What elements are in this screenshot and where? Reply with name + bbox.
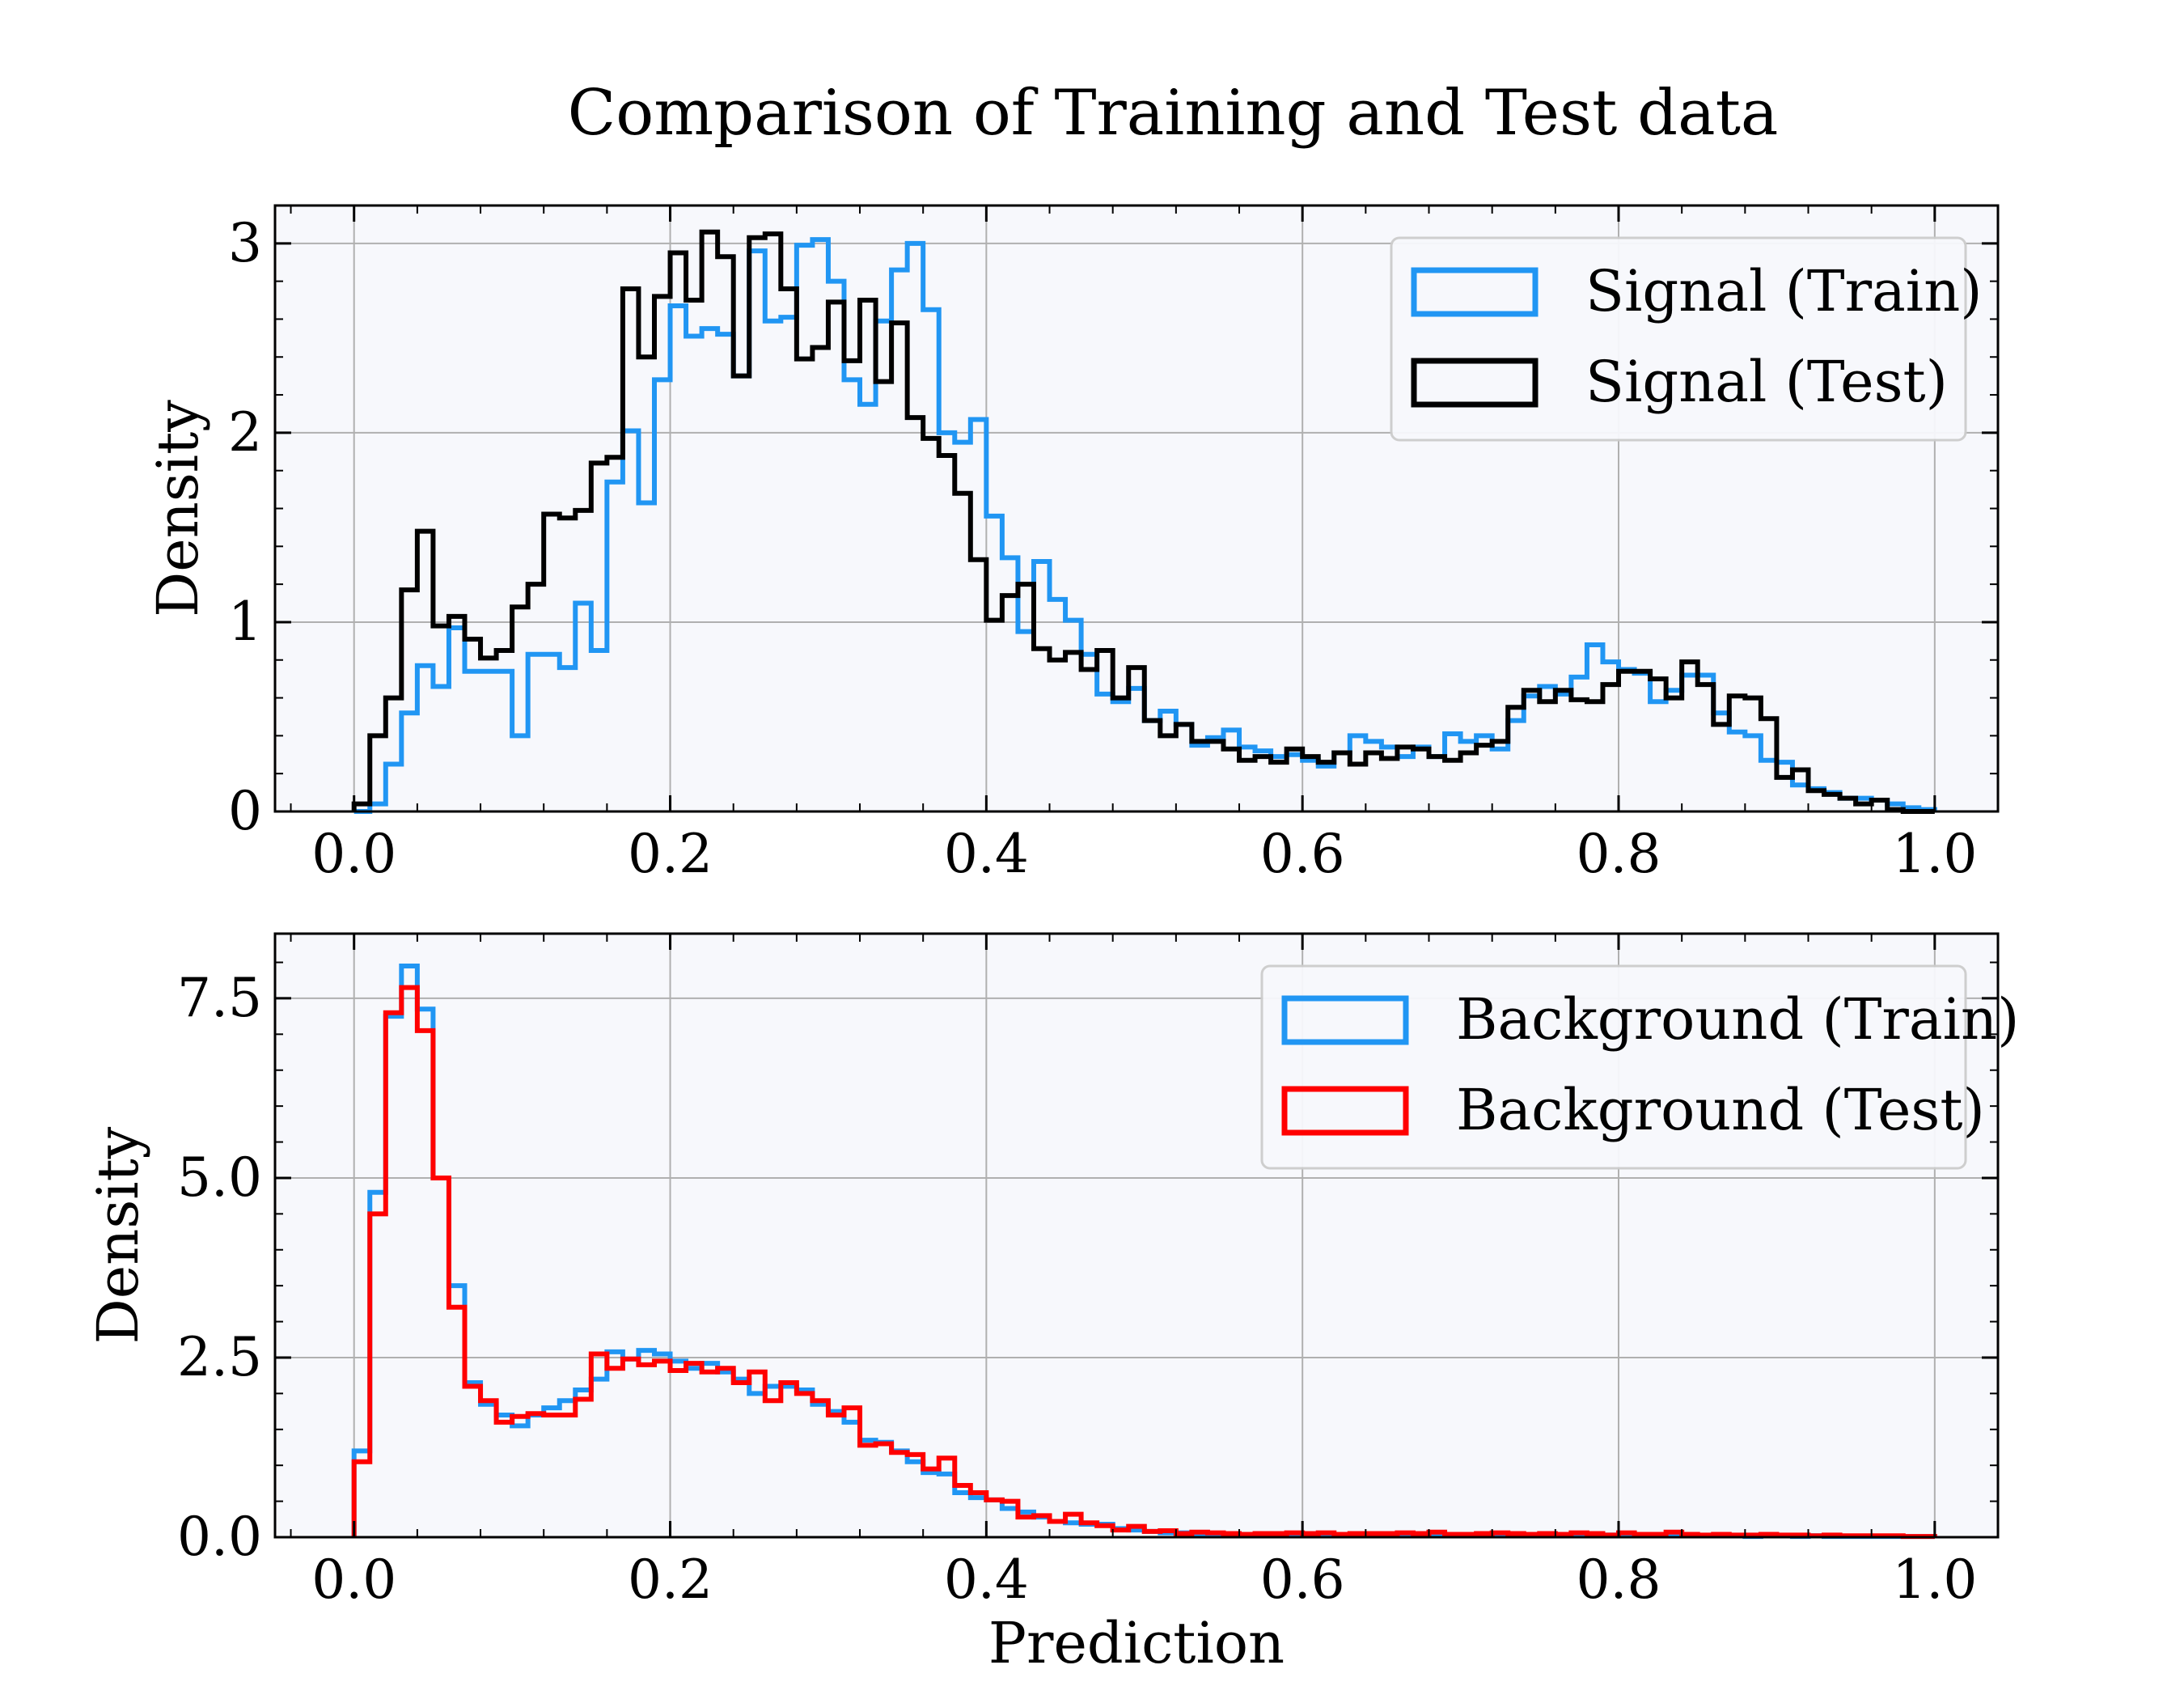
y-tick-label: 5.0: [177, 1146, 262, 1209]
y-tick-label: 2: [228, 401, 262, 464]
signal-panel: 0.0 0.2 0.4 0.6 0.8 1.0 0 1 2 3 Density Signal (Tra…: [145, 204, 2000, 885]
y-axis-label: Density: [85, 1126, 151, 1344]
x-tick-label: 0.4: [944, 1549, 1029, 1611]
y-tick-label: 0: [228, 780, 262, 842]
y-axis-label: Density: [145, 400, 211, 617]
x-tick-label: 0.0: [311, 823, 396, 885]
y-tick-label: 3: [228, 212, 262, 274]
x-tick-label: 0.6: [1260, 823, 1345, 885]
legend-swatch: [1281, 1086, 1409, 1136]
y-tick-label: 0.0: [177, 1506, 262, 1568]
x-tick-label: 0.2: [628, 1549, 713, 1611]
x-tick-label: 0.4: [944, 823, 1029, 885]
legend-entry-label: Signal (Train): [1585, 258, 1983, 324]
legend: Background (Train) Background (Test): [1260, 964, 2019, 1170]
chart-title: Comparison of Training and Test data: [568, 77, 1779, 150]
x-tick-label: 0.8: [1577, 823, 1661, 885]
legend: Signal (Train) Signal (Test): [1390, 236, 1983, 442]
x-axis-label: Prediction: [988, 1610, 1285, 1676]
legend-entry-label: Background (Train): [1456, 986, 2019, 1053]
x-tick-label: 0.8: [1577, 1549, 1661, 1611]
histogram-series-signal-test: [351, 229, 1935, 814]
background-panel: 0.0 0.2 0.4 0.6 0.8 1.0 0.0 2.5 5.0 7.5 Density Pre…: [85, 932, 2019, 1676]
axes-frame: [273, 932, 2000, 1539]
legend-swatch: [1281, 995, 1409, 1045]
legend-swatch: [1411, 358, 1539, 408]
y-tick-label: 2.5: [177, 1326, 262, 1388]
y-tick-label: 1: [228, 591, 262, 653]
histogram-series-background-test: [351, 985, 1937, 1540]
x-tick-label: 1.0: [1892, 1549, 1977, 1611]
y-tick-label: 7.5: [177, 967, 262, 1029]
x-tick-label: 0.6: [1260, 1549, 1345, 1611]
legend-box: [1260, 964, 1967, 1170]
x-tick-label: 1.0: [1892, 823, 1977, 885]
x-tick-label: 0.0: [311, 1549, 396, 1611]
legend-entry-label: Background (Test): [1456, 1077, 1985, 1143]
legend-swatch: [1411, 267, 1539, 317]
x-tick-label: 0.2: [628, 823, 713, 885]
legend-entry-label: Signal (Test): [1585, 349, 1948, 415]
